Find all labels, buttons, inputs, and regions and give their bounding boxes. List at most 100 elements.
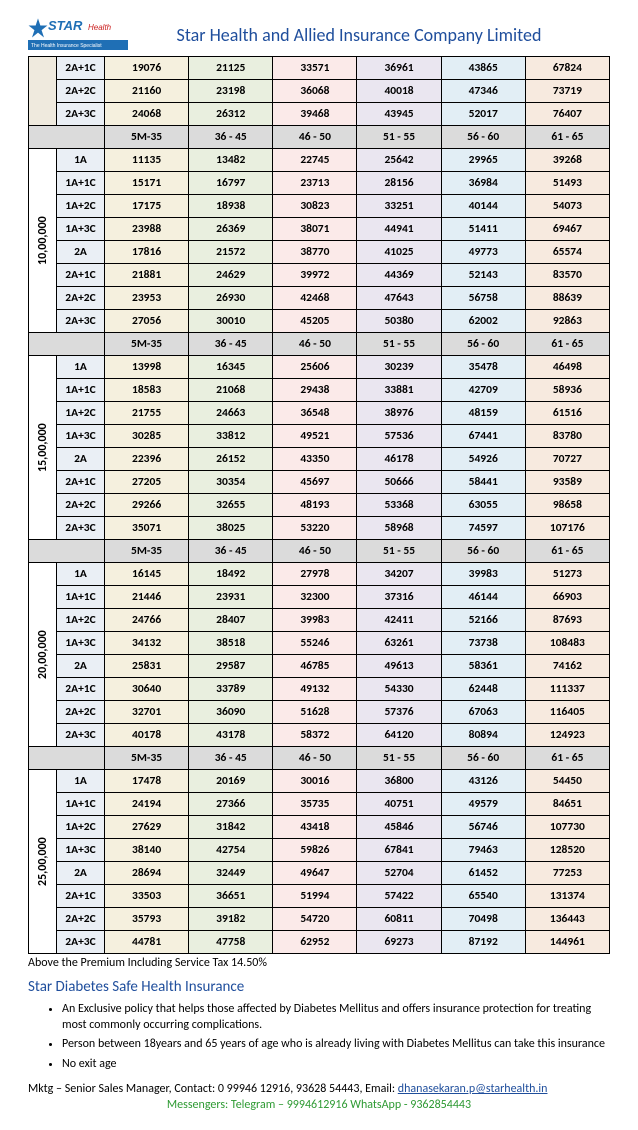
premium-value: 34207 bbox=[357, 563, 441, 586]
premium-value: 36961 bbox=[357, 57, 441, 80]
premium-value: 46785 bbox=[273, 655, 357, 678]
age-header: 36 - 45 bbox=[189, 747, 273, 770]
plan-cell: 2A+2C bbox=[57, 908, 105, 931]
premium-value: 49521 bbox=[273, 425, 357, 448]
premium-value: 28407 bbox=[189, 609, 273, 632]
premium-value: 35793 bbox=[105, 908, 189, 931]
premium-value: 54720 bbox=[273, 908, 357, 931]
premium-value: 18938 bbox=[189, 195, 273, 218]
premium-value: 33503 bbox=[105, 885, 189, 908]
premium-value: 27205 bbox=[105, 471, 189, 494]
premium-value: 84651 bbox=[525, 793, 609, 816]
premium-value: 51994 bbox=[273, 885, 357, 908]
plan-cell: 2A+1C bbox=[57, 57, 105, 80]
plan-cell: 2A+1C bbox=[57, 264, 105, 287]
premium-value: 54450 bbox=[525, 770, 609, 793]
premium-value: 29266 bbox=[105, 494, 189, 517]
premium-value: 21446 bbox=[105, 586, 189, 609]
premium-value: 87192 bbox=[441, 931, 525, 954]
premium-value: 23713 bbox=[273, 172, 357, 195]
age-header: 5M-35 bbox=[105, 126, 189, 149]
premium-value: 49132 bbox=[273, 678, 357, 701]
age-header: 61 - 65 bbox=[525, 540, 609, 563]
plan-cell: 2A+1C bbox=[57, 471, 105, 494]
premium-value: 44369 bbox=[357, 264, 441, 287]
premium-value: 80894 bbox=[441, 724, 525, 747]
premium-value: 88639 bbox=[525, 287, 609, 310]
premium-value: 74162 bbox=[525, 655, 609, 678]
logo-tagline: The Health Insurance Specialist bbox=[31, 43, 102, 49]
age-header-blank bbox=[29, 747, 105, 770]
premium-value: 17816 bbox=[105, 241, 189, 264]
premium-value: 44941 bbox=[357, 218, 441, 241]
premium-value: 30640 bbox=[105, 678, 189, 701]
premium-value: 21572 bbox=[189, 241, 273, 264]
plan-cell: 1A+2C bbox=[57, 609, 105, 632]
premium-value: 24194 bbox=[105, 793, 189, 816]
age-header: 56 - 60 bbox=[441, 747, 525, 770]
premium-value: 26152 bbox=[189, 448, 273, 471]
premium-value: 28156 bbox=[357, 172, 441, 195]
plan-cell: 1A+2C bbox=[57, 816, 105, 839]
premium-value: 57422 bbox=[357, 885, 441, 908]
premium-value: 79463 bbox=[441, 839, 525, 862]
plan-cell: 2A bbox=[57, 448, 105, 471]
premium-value: 50380 bbox=[357, 310, 441, 333]
premium-value: 39983 bbox=[441, 563, 525, 586]
plan-cell: 2A bbox=[57, 862, 105, 885]
premium-value: 67063 bbox=[441, 701, 525, 724]
plan-cell: 1A bbox=[57, 770, 105, 793]
premium-value: 87693 bbox=[525, 609, 609, 632]
premium-value: 70498 bbox=[441, 908, 525, 931]
premium-value: 74597 bbox=[441, 517, 525, 540]
premium-value: 11135 bbox=[105, 149, 189, 172]
age-header: 51 - 55 bbox=[357, 747, 441, 770]
premium-value: 83570 bbox=[525, 264, 609, 287]
premium-value: 51628 bbox=[273, 701, 357, 724]
premium-value: 16345 bbox=[189, 356, 273, 379]
premium-note: Above the Premium Including Service Tax … bbox=[28, 956, 610, 970]
premium-value: 30823 bbox=[273, 195, 357, 218]
premium-value: 43350 bbox=[273, 448, 357, 471]
premium-value: 44781 bbox=[105, 931, 189, 954]
premium-value: 92863 bbox=[525, 310, 609, 333]
plan-cell: 2A+2C bbox=[57, 80, 105, 103]
sum-insured-label: 10,00,000 bbox=[29, 149, 57, 333]
plan-cell: 1A bbox=[57, 356, 105, 379]
premium-value: 59826 bbox=[273, 839, 357, 862]
premium-value: 67841 bbox=[357, 839, 441, 862]
premium-value: 77253 bbox=[525, 862, 609, 885]
premium-value: 21755 bbox=[105, 402, 189, 425]
premium-value: 30239 bbox=[357, 356, 441, 379]
premium-value: 38140 bbox=[105, 839, 189, 862]
premium-value: 40751 bbox=[357, 793, 441, 816]
premium-value: 52704 bbox=[357, 862, 441, 885]
age-header-blank bbox=[29, 126, 105, 149]
sum-insured-top bbox=[29, 57, 57, 126]
age-header: 5M-35 bbox=[105, 747, 189, 770]
plan-cell: 1A+3C bbox=[57, 218, 105, 241]
premium-value: 32449 bbox=[189, 862, 273, 885]
premium-value: 136443 bbox=[525, 908, 609, 931]
sum-insured-label: 15,00,000 bbox=[29, 356, 57, 540]
bullet-item: Person between 18years and 65 years of a… bbox=[62, 1037, 610, 1053]
age-header-blank bbox=[29, 540, 105, 563]
plan-cell: 1A+1C bbox=[57, 586, 105, 609]
footer-email-link[interactable]: dhanasekaran.p@starhealth.in bbox=[398, 1082, 548, 1096]
plan-cell: 1A+1C bbox=[57, 172, 105, 195]
premium-value: 32300 bbox=[273, 586, 357, 609]
footer-contact: Mktg – Senior Sales Manager, Contact: 0 … bbox=[28, 1082, 610, 1096]
premium-value: 38518 bbox=[189, 632, 273, 655]
premium-value: 65574 bbox=[525, 241, 609, 264]
premium-value: 38770 bbox=[273, 241, 357, 264]
bullet-list: An Exclusive policy that helps those aff… bbox=[62, 1002, 610, 1072]
premium-value: 42411 bbox=[357, 609, 441, 632]
premium-value: 13482 bbox=[189, 149, 273, 172]
sum-insured-label: 25,00,000 bbox=[29, 770, 57, 954]
premium-value: 58372 bbox=[273, 724, 357, 747]
premium-value: 54330 bbox=[357, 678, 441, 701]
premium-value: 24068 bbox=[105, 103, 189, 126]
premium-value: 131374 bbox=[525, 885, 609, 908]
premium-value: 51493 bbox=[525, 172, 609, 195]
plan-cell: 1A bbox=[57, 149, 105, 172]
